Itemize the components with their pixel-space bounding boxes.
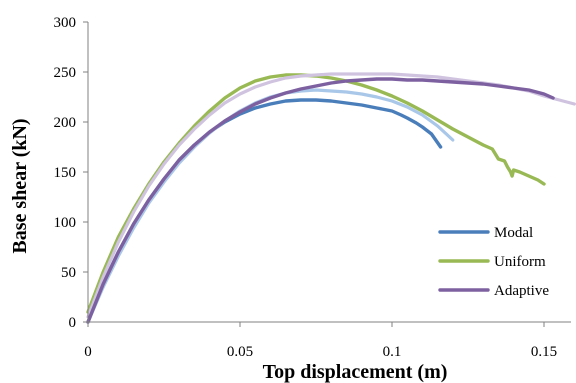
y-ticks: 0 50 100 150 200 250 300	[54, 15, 88, 331]
y-tick-label: 50	[61, 265, 76, 281]
x-tick-label: 0.15	[531, 344, 557, 360]
legend-label-adaptive: Adaptive	[494, 283, 549, 299]
y-tick-label: 300	[54, 15, 77, 31]
y-tick-label: 250	[54, 65, 77, 81]
legend: Modal Uniform Adaptive	[438, 225, 549, 299]
y-axis-title: Base shear (kN)	[9, 118, 31, 253]
y-tick-label: 150	[54, 165, 77, 181]
x-tick-label: 0.1	[383, 344, 402, 360]
x-tick-label: 0.05	[227, 344, 253, 360]
x-axis-title: Top displacement (m)	[263, 361, 448, 383]
series-line-secondary-1	[86, 88, 455, 324]
x-ticks: 0 0.05 0.1 0.15	[84, 322, 557, 360]
x-tick-label: 0	[84, 344, 92, 360]
series-line-adaptive	[86, 77, 555, 324]
series-layer	[86, 72, 576, 324]
legend-label-uniform: Uniform	[494, 254, 546, 270]
legend-label-modal: Modal	[494, 225, 533, 241]
y-tick-label: 0	[69, 315, 77, 331]
y-tick-label: 200	[54, 115, 77, 131]
y-tick-label: 100	[54, 215, 77, 231]
series-line-secondary-3	[86, 72, 576, 319]
